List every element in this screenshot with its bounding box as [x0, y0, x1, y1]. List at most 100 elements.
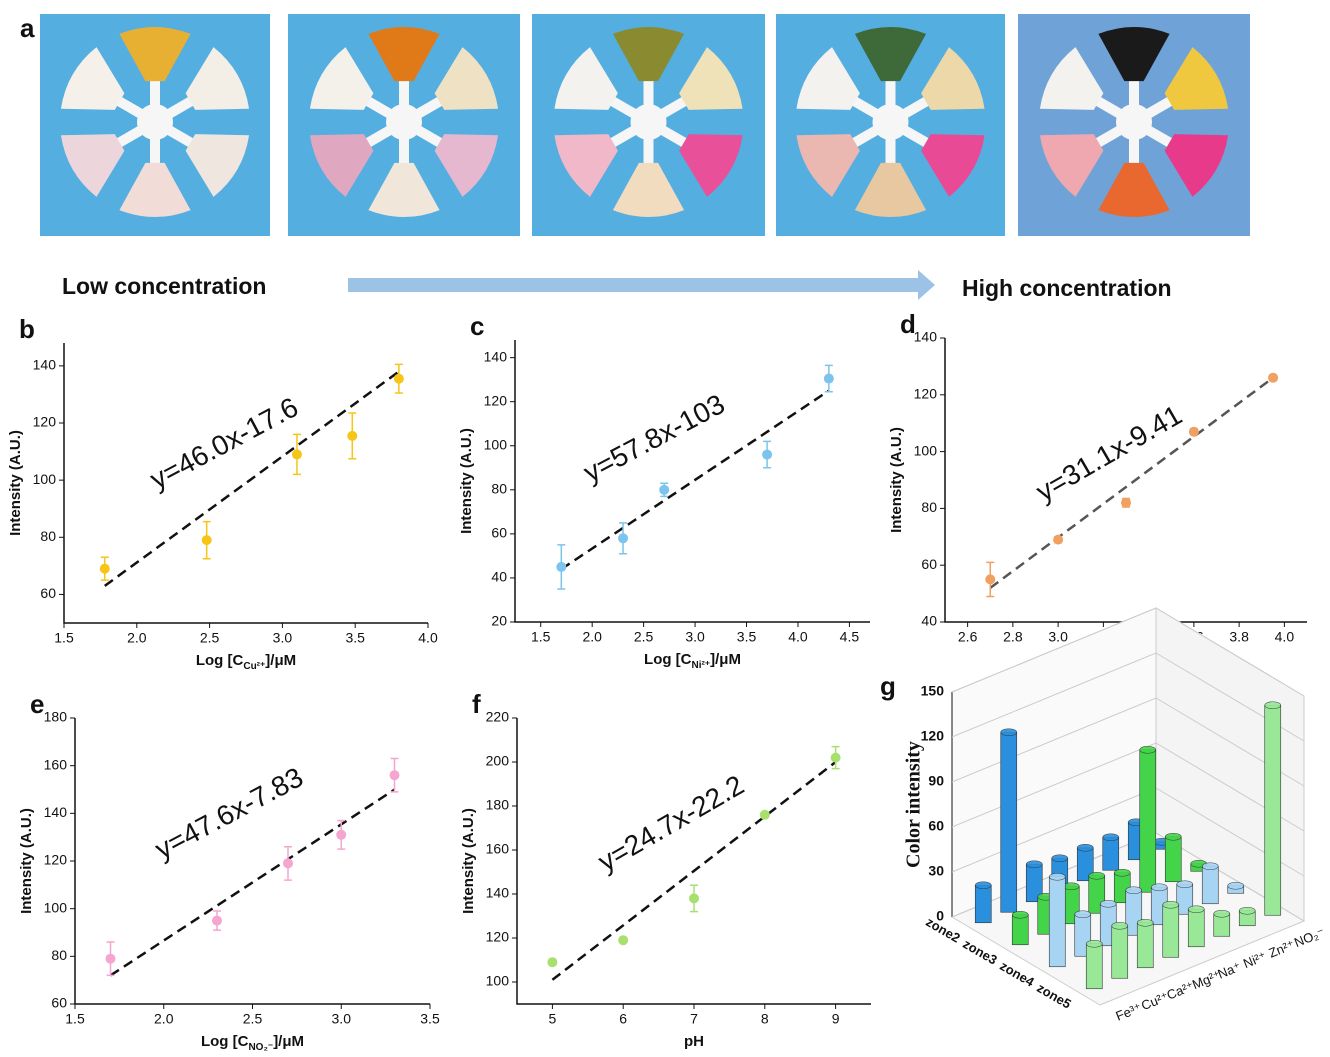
photo: [288, 14, 520, 236]
x-tick-label: 3.0: [273, 630, 293, 646]
bar: [1049, 877, 1065, 967]
y-tick-label: 120: [914, 386, 938, 402]
figure: a Low concentration High concentration b…: [0, 0, 1330, 1057]
panel-label: b: [19, 314, 35, 344]
hub: [137, 104, 173, 140]
bar-top: [1126, 887, 1142, 894]
annotation: y=31.1x-9.41: [1031, 399, 1187, 507]
bar-top: [1114, 869, 1130, 876]
axes: [517, 718, 871, 1004]
x-tick-label: 9: [832, 1011, 840, 1027]
z-tick-label: 30: [928, 863, 944, 879]
column-label: Zn²⁺: [1267, 937, 1297, 961]
x-label-sub: Cu²⁺: [243, 661, 265, 672]
x-tick-label: 3.5: [420, 1011, 440, 1027]
bar-top: [1075, 911, 1091, 918]
bar: [1137, 923, 1153, 968]
point: [390, 770, 400, 780]
photo: [40, 14, 270, 236]
bar3d: [1103, 834, 1119, 871]
bar: [1001, 732, 1017, 912]
y-tick-label: 220: [486, 709, 510, 725]
point: [556, 562, 566, 572]
y-tick-label: 100: [914, 442, 938, 458]
bar3d: [1202, 863, 1218, 904]
hub: [873, 104, 909, 140]
panel-label: e: [30, 689, 44, 719]
y-tick-label: 120: [44, 852, 68, 868]
y-tick-label: 200: [486, 753, 510, 769]
panel-label: f: [472, 689, 481, 719]
bar-top: [1089, 872, 1105, 879]
y-tick-label: 100: [486, 973, 510, 989]
y-tick-label: 100: [484, 436, 508, 452]
bar3d: [1112, 922, 1128, 978]
bar: [1086, 944, 1102, 989]
bar-top: [1188, 906, 1204, 913]
bar: [1202, 866, 1218, 904]
x-tick-label: 2.0: [127, 630, 147, 646]
x-axis-label: Log [CCu²⁺]/μM: [196, 652, 296, 672]
x-label-end: ]/μM: [710, 651, 741, 668]
column-label: Na⁺: [1216, 959, 1243, 982]
bar: [1140, 750, 1156, 893]
y-tick-label: 60: [40, 585, 56, 601]
x-tick-label: 1.5: [54, 630, 74, 646]
bar-top: [1100, 900, 1116, 907]
x-tick-label: 3.0: [685, 629, 705, 645]
y-tick-label: 60: [921, 556, 937, 572]
point: [1268, 373, 1278, 383]
bar3d: [1163, 901, 1179, 957]
x-label-text: Log [C: [644, 651, 692, 668]
bar-top: [1239, 907, 1255, 914]
x-tick-label: 3.0: [332, 1011, 352, 1027]
bar3d: [1228, 882, 1244, 893]
bar-top: [1049, 873, 1065, 880]
point: [659, 485, 669, 495]
y-tick-label: 40: [921, 613, 937, 629]
point: [336, 830, 346, 840]
bar-top: [1026, 861, 1042, 868]
bar: [1265, 705, 1281, 915]
x-tick-label: 2.0: [154, 1011, 174, 1027]
bar-top: [1202, 863, 1218, 870]
x-label-sub: NO₂⁻: [248, 1042, 273, 1053]
y-axis-label: Intensity (A.U.): [7, 430, 24, 536]
x-tick-label: 3.5: [345, 630, 365, 646]
bar: [1163, 905, 1179, 958]
point: [212, 916, 222, 926]
x-tick-label: 1.5: [531, 629, 551, 645]
y-axis-label: Intensity (A.U.): [458, 428, 475, 534]
bar-top: [975, 882, 991, 889]
bar: [1103, 837, 1119, 870]
y-tick-label: 60: [51, 995, 67, 1011]
point: [106, 954, 116, 964]
x-tick-label: 6: [619, 1011, 627, 1027]
annotation: y=24.7x-22.2: [593, 769, 749, 877]
bar-top: [1001, 729, 1017, 736]
x-label-text: Log [C: [196, 652, 244, 669]
bar: [1165, 837, 1181, 882]
bar-top: [1137, 919, 1153, 926]
bar-top: [1165, 833, 1181, 840]
point: [760, 810, 770, 820]
y-tick-label: 80: [921, 499, 937, 515]
bar-top: [1052, 855, 1068, 862]
y-tick-label: 100: [33, 471, 57, 487]
bar: [1112, 926, 1128, 979]
y-tick-label: 100: [44, 899, 68, 915]
bar3d: [1214, 910, 1230, 936]
bar3d: [1265, 702, 1281, 916]
bar-top: [1086, 940, 1102, 947]
y-tick-label: 20: [491, 613, 507, 629]
x-tick-label: 3.0: [1048, 629, 1068, 645]
photo: [1018, 14, 1250, 236]
x-tick-label: 4.5: [840, 629, 860, 645]
bar-top: [1103, 834, 1119, 841]
point: [547, 957, 557, 967]
y-tick-label: 140: [914, 329, 938, 345]
y-tick-label: 40: [491, 569, 507, 585]
x-axis-label: Log [CNO₂⁻]/μM: [201, 1033, 304, 1053]
axes: [75, 718, 430, 1004]
bar3d: [1001, 729, 1017, 913]
